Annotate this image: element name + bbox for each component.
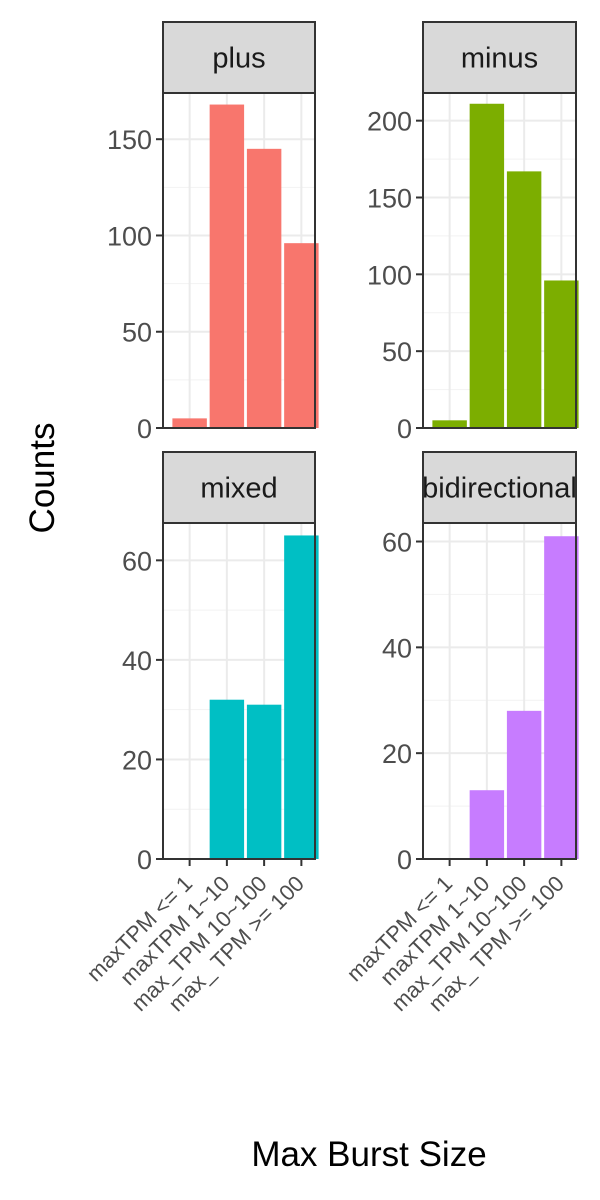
y-tick-label: 0 <box>137 414 152 444</box>
y-tick-label: 40 <box>382 633 412 663</box>
facet-strip-label: minus <box>461 43 538 75</box>
y-tick-label: 0 <box>397 845 412 875</box>
y-tick-label: 150 <box>367 183 412 213</box>
facet-strip-label: bidirectional <box>422 473 577 505</box>
bar-mixed <box>209 699 245 859</box>
facet-panels: plus050100150minus050100150200mixed02040… <box>82 21 579 1016</box>
facet-strip <box>162 21 316 94</box>
y-tick-label: 150 <box>107 125 152 155</box>
y-tick-label: 60 <box>382 528 412 558</box>
y-tick-label: 20 <box>122 745 152 775</box>
bar-mixed <box>246 704 282 859</box>
y-tick-label: 0 <box>397 414 412 444</box>
bar-bidirectional <box>506 710 542 859</box>
bar-plus <box>209 104 245 428</box>
facet-strip-label: mixed <box>200 473 277 505</box>
y-tick-label: 50 <box>382 337 412 367</box>
bar-bidirectional <box>469 790 505 859</box>
bar-minus <box>432 420 467 428</box>
facet-strip <box>162 451 316 524</box>
facet-minus: minus 0 50 100 150 200 <box>367 21 579 444</box>
bar-minus <box>469 103 505 428</box>
panel-border <box>162 92 316 429</box>
bar-plus <box>172 418 207 428</box>
bar-minus <box>506 171 542 428</box>
y-tick-label: 20 <box>382 739 412 769</box>
y-tick-label: 100 <box>367 260 412 290</box>
bar-minus <box>544 280 579 428</box>
bar-plus <box>284 243 319 428</box>
y-tick-label: 60 <box>122 546 152 576</box>
facet-strip <box>422 451 577 524</box>
facet-plus: plus 0 50 100 150 <box>107 21 319 444</box>
bar-mixed <box>284 535 319 859</box>
x-axis-title: Max Burst Size <box>251 1135 486 1174</box>
y-tick-label: 0 <box>137 845 152 875</box>
panel-border <box>162 522 316 860</box>
panel-border <box>422 92 577 429</box>
y-axis-title: Counts <box>23 423 62 534</box>
bar-plus <box>246 148 282 429</box>
facet-strip <box>422 21 577 94</box>
y-tick-label: 100 <box>107 221 152 251</box>
y-tick-label: 50 <box>122 318 152 348</box>
y-tick-label: 40 <box>122 646 152 676</box>
facet-strip-label: plus <box>212 43 265 75</box>
y-tick-label: 200 <box>367 107 412 137</box>
bar-bidirectional <box>544 536 579 859</box>
panel-border <box>422 522 577 860</box>
